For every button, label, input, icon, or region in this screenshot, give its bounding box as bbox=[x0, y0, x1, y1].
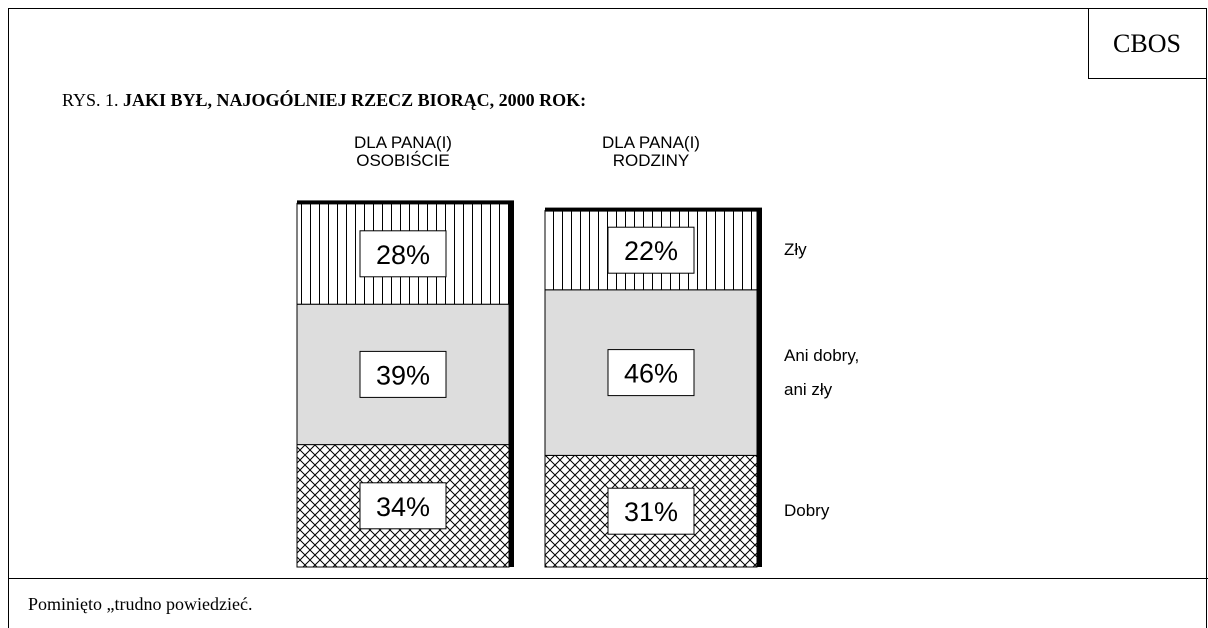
legend-label: Ani dobry, ani zły bbox=[784, 345, 860, 399]
value-label-box bbox=[607, 487, 695, 535]
brand-box bbox=[1088, 8, 1207, 79]
value-label-box bbox=[607, 349, 695, 397]
figure-label: RYS. 1. bbox=[62, 90, 119, 110]
value-label: 31% bbox=[624, 497, 678, 527]
value-label: 28% bbox=[376, 240, 430, 270]
chart-title: RYS. 1. JAKI BYŁ, NAJOGÓLNIEJ RZECZ BIOR… bbox=[62, 89, 586, 110]
bar-edge bbox=[509, 203, 514, 567]
footer-note: Pominięto „trudno powiedzieć. bbox=[28, 594, 252, 614]
bar-top-edge bbox=[297, 200, 514, 205]
value-label-box bbox=[359, 230, 447, 278]
title: JAKI BYŁ, NAJOGÓLNIEJ RZECZ BIORĄC, 2000… bbox=[123, 89, 586, 110]
value-label-box bbox=[607, 226, 695, 274]
value-label-box bbox=[359, 482, 447, 530]
value-label: 22% bbox=[624, 236, 678, 266]
value-label-box bbox=[359, 350, 447, 398]
value-label: 39% bbox=[376, 360, 430, 390]
brand: CBOS bbox=[1113, 29, 1181, 58]
category-label: DLA PANA(I) OSOBIŚCIE bbox=[354, 133, 452, 170]
value-label: 34% bbox=[376, 492, 430, 522]
value-label: 46% bbox=[624, 359, 678, 389]
bar-top-edge bbox=[545, 207, 762, 212]
frame bbox=[8, 8, 1207, 628]
category-label: DLA PANA(I) RODZINY bbox=[602, 133, 700, 170]
legend-label: Zły bbox=[784, 240, 807, 260]
legend-label: Dobry bbox=[784, 501, 830, 521]
bar-edge bbox=[757, 210, 762, 567]
